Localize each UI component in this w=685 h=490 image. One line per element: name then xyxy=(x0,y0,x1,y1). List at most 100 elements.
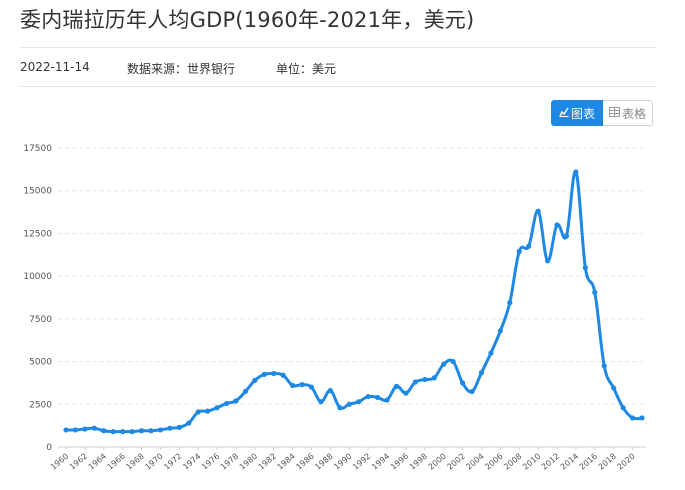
y-tick-label: 5000 xyxy=(29,358,52,368)
data-point xyxy=(138,428,145,434)
data-point xyxy=(526,243,532,249)
data-point xyxy=(176,424,182,430)
x-tick-label: 1976 xyxy=(200,452,221,472)
data-source: 数据来源：世界银行 xyxy=(127,62,236,76)
data-point xyxy=(223,400,230,407)
x-tick-label: 1980 xyxy=(238,452,259,472)
y-tick-label: 7500 xyxy=(29,315,52,325)
data-point xyxy=(459,380,466,386)
data-point xyxy=(393,383,400,389)
x-tick-label: 1994 xyxy=(370,452,391,472)
x-tick-label: 2012 xyxy=(540,452,561,472)
data-point xyxy=(497,328,503,334)
data-point xyxy=(422,376,428,383)
y-tick-label: 0 xyxy=(46,443,52,453)
table-view-label: 表格 xyxy=(621,106,646,121)
x-tick-label: 1978 xyxy=(219,452,240,472)
page-title: 委内瑞拉历年人均GDP(1960年-2021年，美元) xyxy=(20,8,475,32)
data-point xyxy=(620,405,626,411)
data-point xyxy=(233,398,239,404)
table-grid-icon xyxy=(608,106,620,120)
y-tick-label: 15000 xyxy=(23,187,52,197)
data-point xyxy=(157,427,164,433)
x-tick-label: 1996 xyxy=(389,452,410,472)
x-tick-label: 1988 xyxy=(313,452,334,472)
divider xyxy=(20,47,655,48)
data-point xyxy=(120,429,126,435)
data-point xyxy=(337,405,343,411)
divider xyxy=(20,86,655,87)
x-tick-label: 2004 xyxy=(464,452,485,472)
y-tick-label: 2500 xyxy=(29,400,52,410)
data-point xyxy=(403,390,409,396)
data-point xyxy=(252,377,258,383)
data-point xyxy=(327,388,333,394)
data-point xyxy=(629,415,636,421)
x-tick-label: 2020 xyxy=(615,452,636,472)
data-point xyxy=(299,382,305,388)
data-point xyxy=(365,393,371,400)
x-tick-label: 1962 xyxy=(68,452,89,472)
x-tick-label: 1964 xyxy=(87,452,108,472)
x-tick-label: 2018 xyxy=(597,452,618,472)
data-point xyxy=(611,385,617,391)
unit-label: 单位：美元 xyxy=(276,62,337,76)
data-point xyxy=(308,384,315,390)
chart-view-button[interactable]: 图表 xyxy=(551,100,603,126)
x-tick-label: 1992 xyxy=(351,452,372,472)
y-tick-label: 17500 xyxy=(23,144,52,154)
x-tick-label: 2014 xyxy=(559,452,580,472)
data-point xyxy=(412,379,418,385)
data-point xyxy=(148,428,154,434)
chart-line-icon xyxy=(559,107,569,120)
chart-view-label: 图表 xyxy=(570,106,595,121)
data-point xyxy=(186,420,192,426)
data-point xyxy=(563,233,570,239)
data-point xyxy=(516,248,522,254)
publish-date: 2022-11-14 xyxy=(20,60,90,74)
data-point xyxy=(582,265,588,271)
data-point xyxy=(554,222,560,228)
x-tick-label: 1982 xyxy=(257,452,278,472)
x-tick-label: 2010 xyxy=(521,452,542,472)
data-point xyxy=(431,375,437,381)
x-tick-label: 2000 xyxy=(427,452,448,472)
x-tick-label: 2006 xyxy=(483,452,504,472)
data-point xyxy=(601,363,607,369)
data-point xyxy=(242,388,249,395)
x-tick-label: 1960 xyxy=(49,452,70,472)
x-tick-label: 1966 xyxy=(106,452,127,472)
data-point xyxy=(450,358,456,365)
data-point xyxy=(290,382,296,389)
data-point xyxy=(441,361,447,367)
data-point xyxy=(195,409,201,415)
data-point xyxy=(544,258,551,264)
x-tick-label: 1990 xyxy=(332,452,353,472)
data-point xyxy=(507,300,513,306)
x-tick-label: 1998 xyxy=(408,452,429,472)
x-tick-label: 2002 xyxy=(445,452,466,472)
x-tick-label: 1974 xyxy=(181,452,202,472)
x-tick-label: 1984 xyxy=(276,452,297,472)
data-point xyxy=(63,427,69,433)
data-point xyxy=(535,208,541,214)
series-line xyxy=(65,170,643,434)
data-point xyxy=(271,370,277,377)
x-tick-label: 2016 xyxy=(578,452,599,472)
data-point xyxy=(91,425,97,431)
view-toggle: 图表 表格 xyxy=(551,100,653,126)
data-point xyxy=(205,408,211,414)
data-point xyxy=(346,401,352,407)
x-tick-label: 2008 xyxy=(502,452,523,472)
table-view-button[interactable]: 表格 xyxy=(603,100,653,126)
data-point xyxy=(129,429,135,435)
data-point xyxy=(356,399,362,405)
data-point xyxy=(478,370,485,376)
data-point xyxy=(573,169,579,175)
x-tick-label: 1972 xyxy=(162,452,183,472)
y-tick-label: 12500 xyxy=(23,229,52,239)
data-point xyxy=(214,405,220,411)
data-point xyxy=(101,428,107,434)
x-tick-label: 1968 xyxy=(124,452,145,472)
data-point xyxy=(375,394,381,401)
